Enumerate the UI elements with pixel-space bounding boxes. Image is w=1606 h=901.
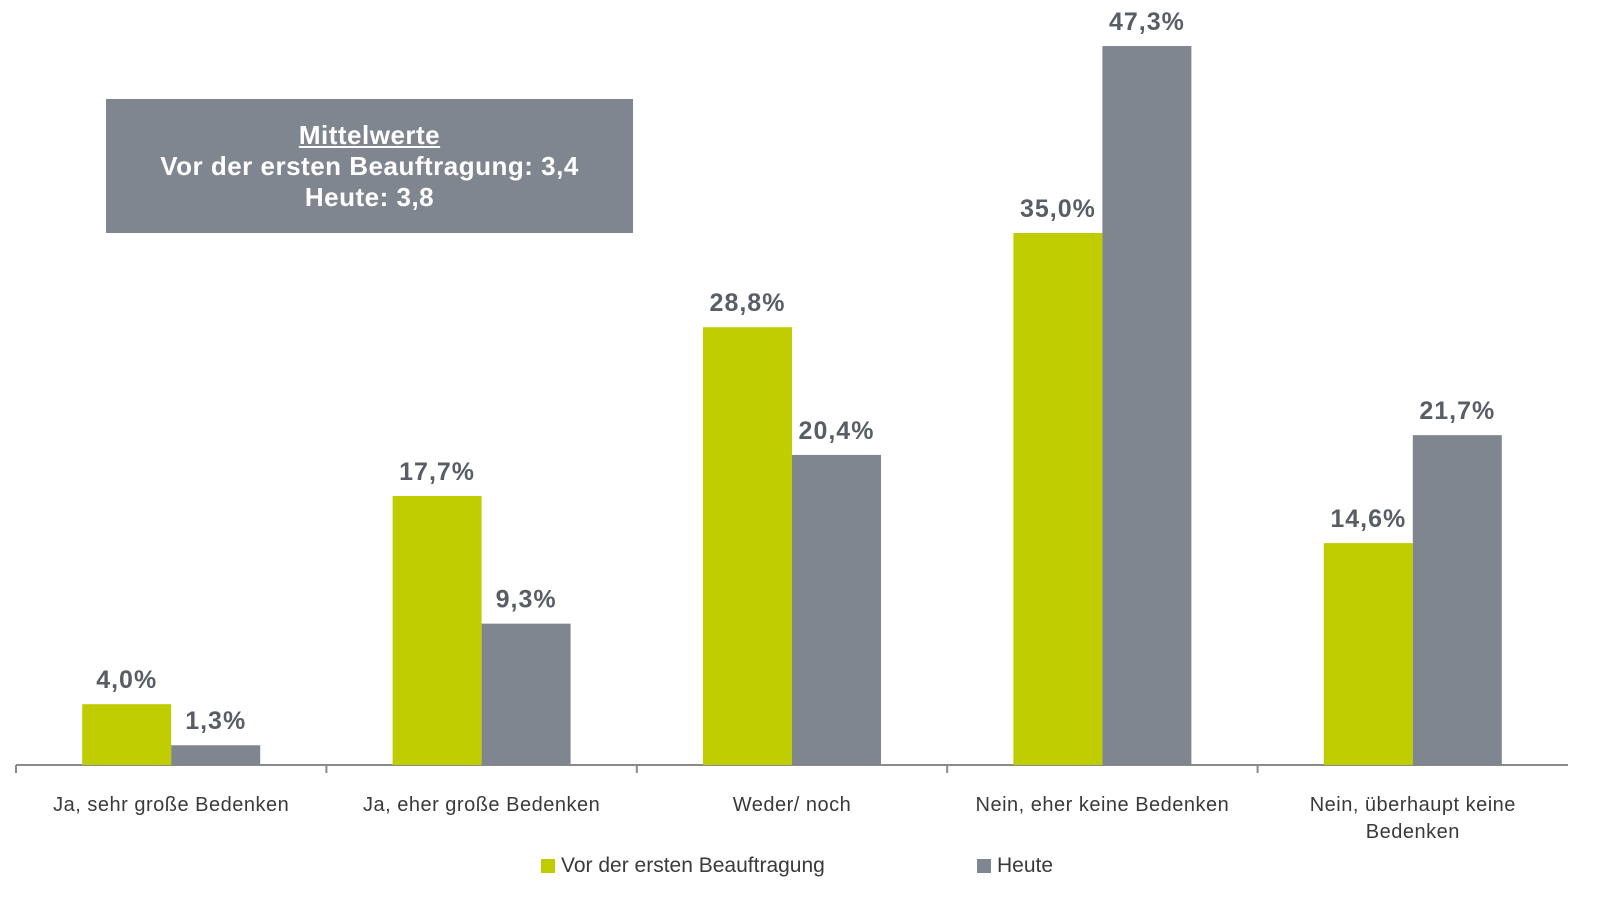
annotation-line: Heute: 3,8 (106, 182, 633, 213)
x-tick-label: Ja, sehr große Bedenken (26, 792, 316, 819)
bar (393, 496, 482, 765)
bar (1413, 435, 1502, 765)
legend-item: Vor der ersten Beauftragung (541, 854, 825, 878)
legend-swatch (977, 859, 991, 873)
x-tick-label: Ja, eher große Bedenken (337, 792, 627, 819)
bar (792, 455, 881, 765)
bar (82, 704, 171, 765)
legend-label: Vor der ersten Beauftragung (561, 854, 825, 878)
value-label: 14,6% (1330, 505, 1406, 533)
bar (171, 745, 260, 765)
value-label: 4,0% (96, 666, 157, 694)
bar (1102, 46, 1191, 765)
value-label: 17,7% (399, 458, 475, 486)
bar (482, 624, 571, 765)
value-label: 9,3% (496, 586, 557, 614)
annotation-title: Mittelwerte (106, 120, 633, 151)
x-tick-label: Nein, überhaupt keine Bedenken (1268, 792, 1558, 846)
value-label: 35,0% (1020, 195, 1096, 223)
legend-item: Heute (977, 854, 1053, 878)
bar (703, 327, 792, 765)
value-label: 28,8% (710, 289, 786, 317)
legend-swatch (541, 859, 555, 873)
legend-label: Heute (997, 854, 1053, 878)
bar (1324, 543, 1413, 765)
annotation-line: Vor der ersten Beauftragung: 3,4 (106, 151, 633, 182)
value-label: 47,3% (1109, 8, 1185, 36)
value-label: 21,7% (1419, 397, 1495, 425)
value-label: 1,3% (185, 707, 246, 735)
x-tick-label: Nein, eher keine Bedenken (957, 792, 1247, 819)
page: 4,0% 1,3% 17,7% 9,3% 28,8% 20,4% 35,0% 47,3% 14,… (0, 0, 1606, 901)
bar (1013, 233, 1102, 765)
annotation-box: Mittelwerte Vor der ersten Beauftragung:… (106, 99, 633, 233)
value-label: 20,4% (799, 417, 875, 445)
x-tick-label: Weder/ noch (647, 792, 937, 819)
